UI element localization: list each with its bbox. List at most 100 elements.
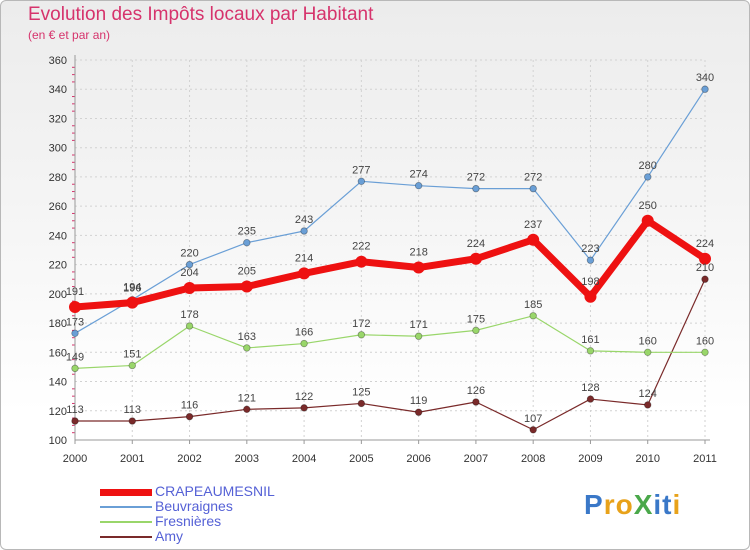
point-crapeaumesnil-2005 xyxy=(355,255,368,268)
point-fresnieres-2011 xyxy=(701,348,709,357)
data-label-amy-2001: 113 xyxy=(123,404,141,416)
point-amy-2003 xyxy=(243,405,251,414)
data-label-beuvraignes-2000: 173 xyxy=(66,316,84,328)
data-label-fresnieres-2011: 160 xyxy=(696,335,714,347)
data-label-amy-2000: 113 xyxy=(66,404,84,416)
point-beuvraignes-2009 xyxy=(586,256,595,264)
data-label-amy-2004: 122 xyxy=(295,391,313,403)
data-label-fresnieres-2006: 171 xyxy=(409,319,427,331)
point-fresnieres-2007 xyxy=(472,326,480,335)
point-crapeaumesnil-2003 xyxy=(240,280,253,293)
data-label-amy-2010: 124 xyxy=(639,388,657,400)
data-label-crapeaumesnil-2000: 191 xyxy=(66,286,84,298)
data-label-beuvraignes-2009: 223 xyxy=(581,243,599,255)
brand-letter: t xyxy=(662,489,673,520)
point-crapeaumesnil-2001 xyxy=(126,296,139,309)
data-label-beuvraignes-2011: 340 xyxy=(696,72,714,84)
data-label-fresnieres-2002: 178 xyxy=(180,309,198,321)
data-label-fresnieres-2010: 160 xyxy=(639,335,657,347)
y-tick-label-260: 260 xyxy=(49,201,67,213)
point-crapeaumesnil-2011 xyxy=(699,252,711,265)
point-beuvraignes-2007 xyxy=(472,184,480,193)
legend-label-beuvraignes: Beuvraignes xyxy=(155,498,233,514)
data-label-crapeaumesnil-2003: 205 xyxy=(238,266,256,278)
point-fresnieres-2002 xyxy=(185,322,194,330)
point-amy-2007 xyxy=(472,398,480,406)
point-beuvraignes-2003 xyxy=(243,238,251,247)
brand-letter: X xyxy=(633,489,654,520)
data-label-amy-2009: 128 xyxy=(581,382,599,394)
point-fresnieres-2004 xyxy=(300,339,308,348)
data-label-amy-2002: 116 xyxy=(181,400,199,412)
data-label-amy-2003: 121 xyxy=(238,392,256,404)
legend-swatch-beuvraignes xyxy=(100,506,152,508)
y-tick-label-320: 320 xyxy=(49,113,67,125)
point-fresnieres-2003 xyxy=(243,344,251,352)
x-tick-label-2002: 2002 xyxy=(177,453,201,465)
data-label-fresnieres-2000: 149 xyxy=(66,351,84,363)
point-beuvraignes-2010 xyxy=(644,173,652,181)
legend-swatch-fresnieres xyxy=(100,521,152,523)
point-fresnieres-2008 xyxy=(529,312,537,320)
legend-label-amy: Amy xyxy=(155,528,183,544)
data-label-beuvraignes-2001: 196 xyxy=(123,283,141,295)
point-fresnieres-2009 xyxy=(586,347,595,355)
x-tick-label-2004: 2004 xyxy=(292,453,316,465)
point-beuvraignes-2008 xyxy=(529,184,537,193)
y-tick-label-200: 200 xyxy=(49,289,67,301)
y-tick-label-340: 340 xyxy=(49,84,67,96)
legend-label-crapeaumesnil: CRAPEAUMESNIL xyxy=(155,483,275,499)
axes xyxy=(72,55,710,444)
data-label-crapeaumesnil-2010: 250 xyxy=(639,200,657,212)
data-label-beuvraignes-2008: 272 xyxy=(524,172,542,184)
x-tick-label-2008: 2008 xyxy=(521,453,545,465)
point-beuvraignes-2006 xyxy=(414,181,423,190)
point-crapeaumesnil-2007 xyxy=(469,252,482,265)
point-fresnieres-2005 xyxy=(357,331,366,339)
y-tick-label-220: 220 xyxy=(49,260,67,272)
point-amy-2002 xyxy=(185,412,194,421)
data-label-beuvraignes-2003: 235 xyxy=(238,226,256,238)
data-label-fresnieres-2005: 172 xyxy=(352,318,370,330)
series-line-crapeaumesnil xyxy=(74,217,707,311)
point-amy-2011 xyxy=(701,275,709,283)
y-tick-label-360: 360 xyxy=(49,55,67,67)
point-amy-2009 xyxy=(586,395,595,403)
brand-letter: i xyxy=(672,489,682,520)
x-tick-label-2001: 2001 xyxy=(120,453,144,465)
x-tick-label-2007: 2007 xyxy=(464,453,488,465)
series-line-beuvraignes xyxy=(74,88,706,334)
data-labels: 113 113 116 121 122 125 119 126 107 128 124 210 149 1… xyxy=(66,72,714,425)
point-fresnieres-2001 xyxy=(128,361,136,370)
point-crapeaumesnil-2010 xyxy=(641,214,654,227)
data-label-beuvraignes-2005: 277 xyxy=(352,164,370,176)
point-amy-2001 xyxy=(128,417,136,425)
point-beuvraignes-2005 xyxy=(357,177,366,186)
x-tick-label-2006: 2006 xyxy=(406,453,430,465)
y-tick-label-160: 160 xyxy=(49,347,67,359)
point-crapeaumesnil-2002 xyxy=(183,282,196,294)
y-tick-label-180: 180 xyxy=(49,318,67,330)
series-line-fresnieres xyxy=(74,315,705,369)
point-amy-2004 xyxy=(300,404,308,412)
point-beuvraignes-2004 xyxy=(300,227,308,235)
data-label-beuvraignes-2010: 280 xyxy=(639,160,657,172)
x-tick-label-2009: 2009 xyxy=(578,453,602,465)
point-fresnieres-2000 xyxy=(71,364,79,373)
brand-letter: r xyxy=(603,489,616,520)
brand-letter: o xyxy=(615,489,634,520)
x-tick-label-2011: 2011 xyxy=(693,453,717,465)
brand-letter: P xyxy=(584,489,604,520)
data-label-crapeaumesnil-2009: 198 xyxy=(581,276,599,288)
data-label-beuvraignes-2007: 272 xyxy=(467,172,485,184)
point-amy-2006 xyxy=(414,408,423,416)
brand-letter: i xyxy=(653,489,663,520)
point-amy-2005 xyxy=(357,399,366,408)
point-crapeaumesnil-2009 xyxy=(584,290,597,303)
x-tick-label-2000: 2000 xyxy=(63,453,87,465)
data-label-amy-2007: 126 xyxy=(467,385,485,397)
y-tick-label-100: 100 xyxy=(49,435,67,447)
y-tick-label-280: 280 xyxy=(49,172,67,184)
legend-swatch-amy xyxy=(100,536,152,538)
point-fresnieres-2006 xyxy=(414,332,423,340)
